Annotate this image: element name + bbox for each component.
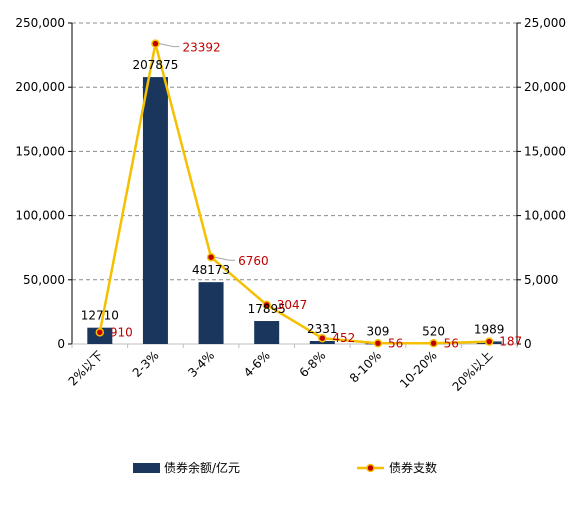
line-value-label: 23392 [182, 41, 220, 55]
left-tick-label: 150,000 [15, 144, 65, 158]
line-point [318, 333, 327, 343]
left-tick-label: 0 [57, 337, 65, 351]
x-tick-label: 2-3% [130, 348, 162, 380]
bar-value-label: 1989 [474, 322, 505, 336]
bar-series [87, 77, 502, 345]
line-value-label: 56 [444, 336, 459, 350]
x-tick-label: 2%以下 [66, 348, 106, 388]
line-value-label: 6760 [238, 254, 269, 268]
bar-value-label: 17895 [248, 302, 286, 316]
x-tick-label: 8-10% [347, 348, 384, 385]
left-tick-label: 200,000 [15, 80, 65, 94]
right-tick-label: 15,000 [524, 144, 566, 158]
data-labels: 12710 207875 48173 17895 2331 309 520 1989 910 23… [81, 41, 522, 351]
legend: 债券余额/亿元 债券支数 [133, 460, 437, 475]
right-tick-label: 5,000 [524, 273, 558, 287]
line-value-label: 187 [499, 335, 522, 349]
legend-bar-swatch [133, 463, 160, 473]
x-tick-label: 10-20% [397, 348, 440, 391]
legend-line-marker [366, 463, 375, 473]
bar [254, 321, 280, 344]
line-value-label: 452 [332, 331, 355, 345]
right-tick-label: 0 [524, 337, 532, 351]
line-point [429, 339, 438, 348]
x-tick-label: 4-6% [241, 348, 273, 380]
x-tick-label: 3-4% [185, 348, 217, 380]
x-axis-ticks: 2%以下 2-3% 3-4% 4-6% 6-8% 8-10% 10-20% 20%以上 [66, 348, 496, 394]
line-point [484, 337, 494, 346]
x-tick-label: 20%以上 [450, 348, 496, 394]
bar-value-label: 520 [422, 324, 445, 338]
leader-line [214, 256, 236, 261]
left-tick-label: 100,000 [15, 209, 65, 223]
line-point [151, 39, 160, 48]
right-tick-label: 20,000 [524, 80, 566, 94]
right-tick-label: 25,000 [524, 16, 566, 30]
right-tick-label: 10,000 [524, 209, 566, 223]
line-value-label: 910 [110, 325, 133, 339]
line-series [95, 39, 494, 348]
bar-value-label: 48173 [192, 263, 230, 277]
bar-value-label: 309 [366, 325, 389, 339]
axes: 0 50,000 100,000 150,000 200,000 250,000 0 5,00… [15, 16, 566, 351]
legend-line-label: 债券支数 [389, 460, 437, 475]
line-point [206, 252, 216, 262]
bar [142, 77, 168, 344]
legend-bar-label: 债券余额/亿元 [164, 460, 240, 475]
left-tick-label: 250,000 [15, 16, 65, 30]
line-point [262, 300, 271, 310]
line-point [373, 339, 383, 348]
leader-line [159, 43, 180, 48]
bar-value-label: 12710 [81, 309, 119, 323]
bar-value-label: 2331 [307, 322, 338, 336]
bar [198, 282, 224, 344]
x-tick-label: 6-8% [297, 348, 329, 380]
bar [309, 341, 335, 344]
bar-value-label: 207875 [133, 58, 179, 72]
line-point [95, 328, 105, 337]
line-value-label: 56 [388, 336, 403, 350]
line-path [98, 42, 490, 345]
line-value-label: 3047 [277, 298, 308, 312]
left-tick-label: 50,000 [23, 273, 65, 287]
